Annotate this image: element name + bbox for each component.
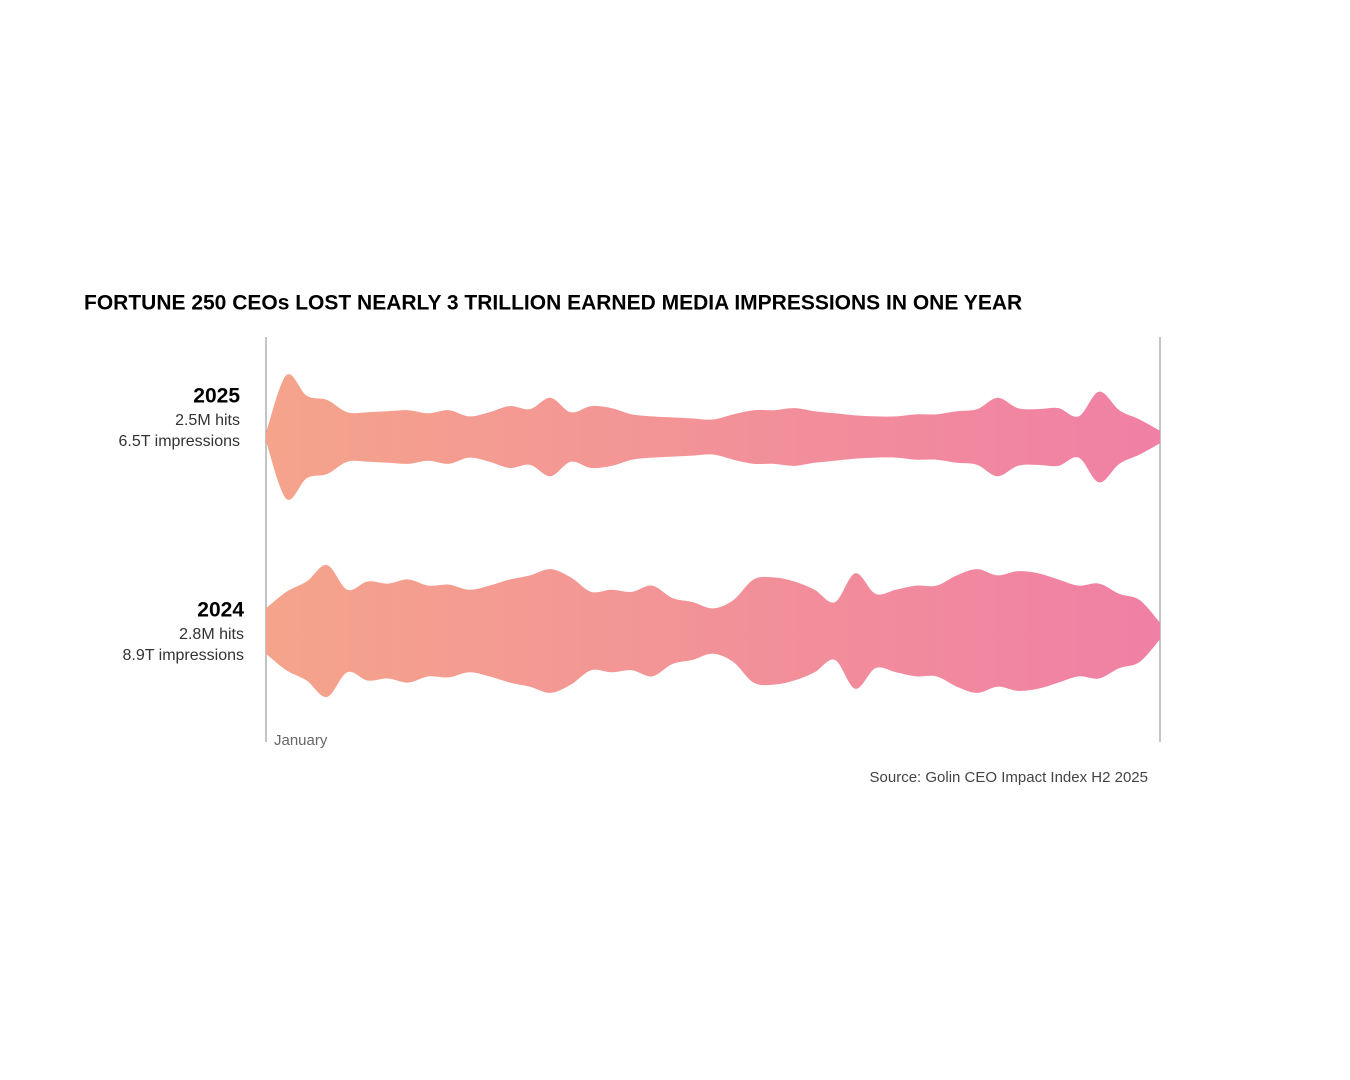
series-impressions: 8.9T impressions	[122, 647, 244, 664]
wave	[266, 374, 1160, 500]
x-tick-label: January	[274, 732, 328, 749]
wave	[266, 564, 1160, 698]
chart-title: FORTUNE 250 CEOs LOST NEARLY 3 TRILLION …	[84, 292, 1022, 315]
series-hits: 2.8M hits	[179, 626, 244, 643]
series-impressions: 6.5T impressions	[118, 433, 240, 450]
series-hits: 2.5M hits	[175, 412, 240, 429]
series-name: 2025	[193, 385, 240, 408]
series-name: 2024	[197, 599, 244, 622]
source: Source: Golin CEO Impact Index H2 2025	[870, 769, 1148, 786]
